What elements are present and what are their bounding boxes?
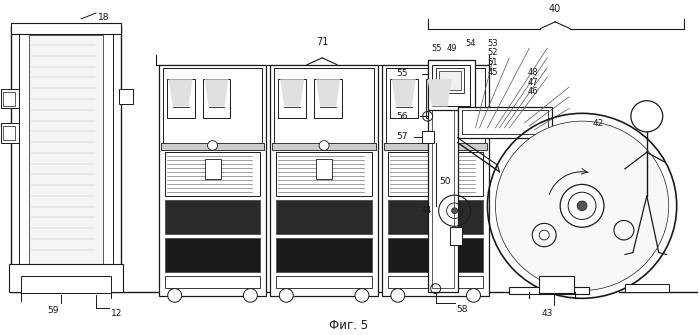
Bar xyxy=(421,131,433,143)
Bar xyxy=(439,70,461,90)
Bar xyxy=(428,60,475,111)
Circle shape xyxy=(355,288,369,302)
Bar xyxy=(165,238,260,272)
Bar xyxy=(435,68,463,93)
Circle shape xyxy=(496,121,669,290)
Text: 53: 53 xyxy=(487,39,498,48)
Bar xyxy=(3,126,15,140)
Bar xyxy=(432,64,454,288)
Circle shape xyxy=(431,141,440,150)
Circle shape xyxy=(560,185,604,227)
Bar xyxy=(203,79,231,118)
Bar xyxy=(1,89,20,109)
Bar xyxy=(432,65,470,106)
Bar xyxy=(388,238,484,272)
Bar xyxy=(276,276,372,288)
Bar xyxy=(428,159,444,179)
Bar xyxy=(388,276,484,288)
Text: 55: 55 xyxy=(432,44,442,53)
Text: 59: 59 xyxy=(48,306,59,315)
Text: 57: 57 xyxy=(396,132,408,141)
Text: 48: 48 xyxy=(527,68,538,77)
Circle shape xyxy=(466,288,480,302)
Bar xyxy=(273,143,376,150)
Bar xyxy=(11,26,121,288)
Bar xyxy=(390,79,418,118)
Bar xyxy=(159,65,266,296)
Circle shape xyxy=(280,288,293,302)
Bar xyxy=(625,284,669,291)
Bar xyxy=(119,89,133,104)
Circle shape xyxy=(243,288,257,302)
Bar xyxy=(314,79,342,118)
Circle shape xyxy=(452,208,458,214)
Circle shape xyxy=(539,230,549,240)
Bar xyxy=(510,287,589,294)
Circle shape xyxy=(168,288,182,302)
Text: 12: 12 xyxy=(111,309,122,318)
Text: 58: 58 xyxy=(456,305,468,314)
Bar xyxy=(165,200,260,234)
Bar xyxy=(161,143,264,150)
Circle shape xyxy=(319,141,329,150)
Bar xyxy=(461,111,548,134)
Text: 45: 45 xyxy=(487,68,498,77)
Text: 52: 52 xyxy=(487,49,498,58)
Circle shape xyxy=(391,288,405,302)
Bar xyxy=(20,30,113,286)
Bar xyxy=(539,276,574,293)
Bar xyxy=(167,79,194,118)
Text: 55: 55 xyxy=(396,69,408,78)
Bar xyxy=(165,276,260,288)
Text: 49: 49 xyxy=(447,44,457,53)
Bar xyxy=(205,159,220,179)
Bar xyxy=(276,200,372,234)
Polygon shape xyxy=(392,79,416,107)
Bar xyxy=(278,79,306,118)
Text: 50: 50 xyxy=(440,177,451,186)
Bar xyxy=(316,159,332,179)
Text: 51: 51 xyxy=(487,58,498,67)
Text: 43: 43 xyxy=(542,309,553,318)
Bar xyxy=(388,152,484,196)
Polygon shape xyxy=(316,79,340,107)
Bar xyxy=(163,68,262,145)
Polygon shape xyxy=(280,79,304,107)
Bar xyxy=(3,92,15,106)
Bar xyxy=(11,23,121,35)
Bar xyxy=(384,143,487,150)
Bar xyxy=(29,36,103,264)
Text: 47: 47 xyxy=(527,78,538,87)
Bar xyxy=(276,238,372,272)
Bar xyxy=(426,79,454,118)
Polygon shape xyxy=(428,79,452,107)
Polygon shape xyxy=(168,79,193,107)
Text: Фиг. 5: Фиг. 5 xyxy=(329,319,368,332)
Text: 71: 71 xyxy=(316,37,329,47)
Circle shape xyxy=(577,201,587,211)
Polygon shape xyxy=(205,79,229,107)
Bar xyxy=(9,264,123,291)
Bar xyxy=(1,123,20,143)
Bar xyxy=(271,65,378,296)
Text: 42: 42 xyxy=(593,119,604,128)
Text: 18: 18 xyxy=(98,13,110,22)
Bar xyxy=(386,68,486,145)
Circle shape xyxy=(208,141,217,150)
Bar xyxy=(165,152,260,196)
Text: 40: 40 xyxy=(549,4,561,14)
Bar xyxy=(274,68,374,145)
Text: 46: 46 xyxy=(527,87,538,96)
Text: 54: 54 xyxy=(466,39,476,48)
Bar xyxy=(449,227,461,245)
Text: 56: 56 xyxy=(396,112,408,121)
Bar xyxy=(428,60,458,291)
Bar xyxy=(388,200,484,234)
Text: 44: 44 xyxy=(420,206,432,215)
Bar xyxy=(21,276,111,293)
Bar xyxy=(458,107,552,138)
Bar xyxy=(276,152,372,196)
Bar xyxy=(382,65,489,296)
